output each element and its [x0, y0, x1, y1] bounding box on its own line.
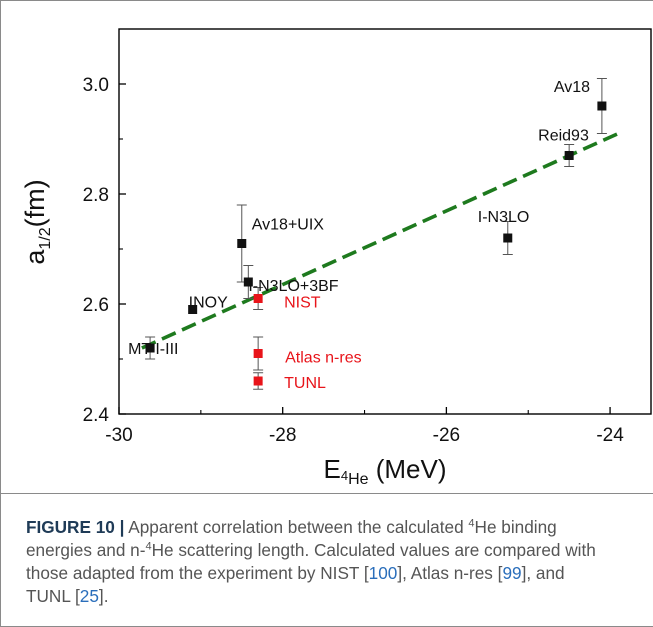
- point-label: TUNL: [284, 375, 326, 392]
- y-tick-label: 2.4: [83, 405, 110, 426]
- data-point-black: [564, 151, 574, 160]
- caption-line: energies and n-4He scattering length. Ca…: [26, 539, 636, 562]
- citation-link[interactable]: 100: [368, 563, 398, 583]
- y-tick-labels: 2.4 2.6 2.8 3.0: [83, 75, 110, 426]
- data-point-black: [237, 239, 247, 248]
- data-point-red: [253, 376, 263, 386]
- caption-text: ], Atlas n-res [: [397, 563, 503, 583]
- x-tick-label: -24: [596, 425, 624, 446]
- figure-caption: FIGURE 10 | Apparent correlation between…: [26, 516, 636, 608]
- x-tick-labels: -30 -28 -26 -24: [105, 425, 624, 446]
- caption-text: energies and n-: [26, 540, 146, 560]
- data-point-black: [597, 101, 607, 111]
- superscript: 4: [468, 517, 475, 530]
- caption-line: those adapted from the experiment by NIS…: [26, 562, 636, 585]
- point-label: Av18+UIX: [252, 217, 325, 234]
- fit-line: [141, 131, 620, 350]
- point-labels: Av18 Reid93 I-N3LO Av18+UIX I-N3LO+3BF INOY MT…: [128, 79, 590, 392]
- data-point-red: [253, 294, 263, 303]
- x-axis-label-sub: He: [348, 471, 369, 488]
- plot-area: [118, 28, 652, 415]
- caption-text: ], and: [521, 563, 565, 583]
- caption-text: He scattering length. Calculated values …: [151, 540, 596, 560]
- y-tick-label: 2.8: [83, 185, 109, 206]
- citation-link[interactable]: 25: [79, 586, 99, 606]
- scatter-plot: -30 -28 -26 -24 2.4 2.6 2.8 3.0 Av18 Reid93 I-N3…: [20, 28, 652, 488]
- axis-ticks: [118, 83, 611, 415]
- citation-link[interactable]: 99: [502, 563, 522, 583]
- x-axis-label-unit: (MeV): [369, 454, 447, 484]
- y-tick-label: 3.0: [83, 75, 109, 96]
- caption-text: ].: [98, 586, 109, 606]
- caption-line: TUNL [25].: [26, 585, 636, 608]
- data-point-black: [503, 233, 513, 243]
- point-label: I-N3LO: [478, 209, 530, 226]
- x-tick-label: -30: [105, 425, 132, 446]
- y-axis-label-sub: 1/2: [37, 227, 54, 249]
- x-axis-label: E4He (MeV): [323, 454, 446, 488]
- caption-line: FIGURE 10 | Apparent correlation between…: [26, 516, 636, 539]
- x-axis-label-sup: 4: [341, 468, 348, 483]
- caption-text: Apparent correlation between the calcula…: [124, 517, 469, 537]
- caption-text: those adapted from the experiment by NIS…: [26, 563, 369, 583]
- data-point-red: [253, 349, 263, 358]
- data-point-black: [145, 343, 155, 353]
- caption-text: He binding: [474, 517, 557, 537]
- y-axis-label-unit: (fm): [20, 179, 50, 227]
- data-point-black: [243, 277, 253, 287]
- y-axis-label: a1/2(fm): [20, 179, 54, 264]
- superscript: 4: [145, 540, 152, 553]
- figure-label: FIGURE 10 |: [26, 517, 125, 537]
- fit-line-group: [141, 131, 620, 350]
- caption-text: TUNL [: [26, 586, 80, 606]
- x-tick-label: -28: [269, 425, 296, 446]
- x-tick-label: -26: [433, 425, 460, 446]
- y-tick-label: 2.6: [83, 295, 109, 316]
- point-label: Av18: [554, 79, 590, 96]
- point-label: I-N3LO+3BF: [248, 278, 338, 295]
- data-points: [145, 78, 607, 390]
- y-axis-label-main: a: [20, 249, 50, 265]
- point-label: Atlas n-res: [285, 350, 361, 367]
- x-axis-label-main: E: [323, 454, 340, 484]
- point-label: NIST: [284, 295, 321, 312]
- point-label: MT I-III: [128, 341, 178, 358]
- point-label: INOY: [189, 295, 228, 312]
- data-point-black: [188, 305, 198, 314]
- point-label: Reid93: [538, 128, 589, 145]
